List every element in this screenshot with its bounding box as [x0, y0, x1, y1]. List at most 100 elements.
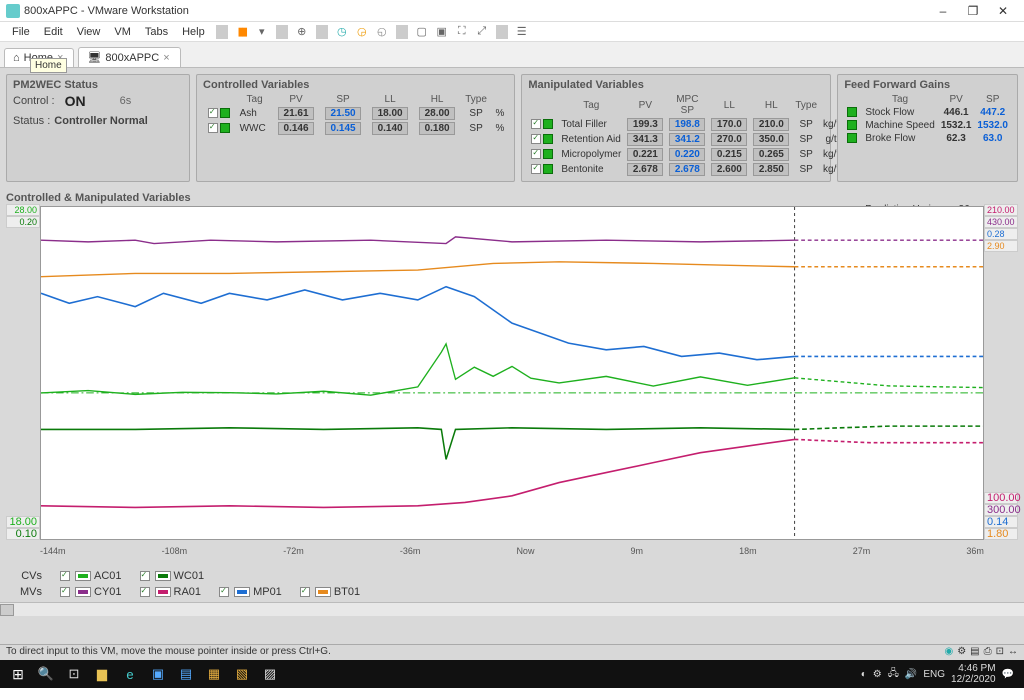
device-icon[interactable]: ⚙	[957, 646, 966, 657]
edge-icon[interactable]: e	[116, 662, 144, 686]
minimize-button[interactable]: –	[928, 2, 958, 20]
checkbox[interactable]	[531, 119, 541, 129]
table-row: Ash 21.61 21.50 18.0028.00SP%	[203, 106, 508, 121]
panel-title: PM2WEC Status	[13, 79, 183, 91]
vm-tabbar: ⌂ Home × 🖥 800xAPPC ×	[0, 42, 1024, 68]
status-lamp	[543, 149, 553, 159]
legend-item[interactable]: BT01	[300, 586, 360, 598]
start-button[interactable]: ⊞	[4, 662, 32, 686]
chart-canvas[interactable]	[40, 206, 984, 540]
table-row: Bentonite 2.678 2.678 2.6002.850SPkg/t	[528, 162, 842, 177]
vmware-titlebar: 800xAPPC - VMware Workstation – ❐ ✕	[0, 0, 1024, 22]
window-title: 800xAPPC - VMware Workstation	[24, 5, 928, 17]
home-icon: ⌂	[13, 52, 20, 64]
table-row: Micropolymer 0.221 0.220 0.2150.265SPkg/…	[528, 147, 842, 162]
status-lamp	[543, 119, 553, 129]
menu-edit[interactable]: Edit	[38, 24, 69, 40]
table-row: Total Filler 199.3 198.8 170.0210.0SPkg/…	[528, 117, 842, 132]
app-icon[interactable]: ▧	[228, 662, 256, 686]
menu-view[interactable]: View	[71, 24, 107, 40]
chart-title: Controlled & Manipulated Variables	[0, 188, 1024, 204]
status-lamp	[543, 164, 553, 174]
vmware-statusbar: To direct input to this VM, move the mou…	[0, 644, 1024, 660]
toolbar-icon[interactable]: ⊕	[293, 24, 311, 40]
fit-icon[interactable]: ▢	[413, 24, 431, 40]
snapshot-icon[interactable]: ◶	[353, 24, 371, 40]
legend-item[interactable]: MP01	[219, 586, 282, 598]
legend-item[interactable]: RA01	[140, 586, 202, 598]
controller-status: Controller Normal	[54, 115, 148, 127]
tab-vm[interactable]: 🖥 800xAPPC ×	[78, 47, 180, 67]
chart-legend: CVsAC01WC01 MVsCY01RA01MP01BT01	[0, 566, 1024, 602]
notifications-icon[interactable]: 💬	[1002, 669, 1014, 680]
explorer-icon[interactable]: ▆	[88, 662, 116, 686]
device-icon[interactable]: ↔	[1008, 646, 1018, 657]
menu-help[interactable]: Help	[176, 24, 211, 40]
volume-icon[interactable]: 🔊	[905, 669, 917, 680]
table-row: Machine Speed1532.11532.0	[844, 119, 1011, 132]
lang-indicator[interactable]: ENG	[923, 669, 945, 680]
checkbox[interactable]	[531, 134, 541, 144]
tray-icon[interactable]: ⚙	[873, 669, 882, 680]
ff-panel: Feed Forward Gains TagPVSP Stock Flow446…	[837, 74, 1018, 182]
tab-label: 800xAPPC	[105, 52, 159, 64]
cv-table: TagPVSPLLHLType Ash 21.61 21.50 18.0028.…	[203, 93, 508, 136]
table-row: Stock Flow446.1447.2	[844, 106, 1011, 119]
status-lamp	[543, 134, 553, 144]
vmware-menubar: File Edit View VM Tabs Help ▮▮ ▾ ⊕ ◷ ◶ ◵…	[0, 22, 1024, 42]
x-axis: -144m-108m-72m-36mNow9m18m27m36m	[40, 546, 984, 556]
menu-file[interactable]: File	[6, 24, 36, 40]
unity-icon[interactable]: ▣	[433, 24, 451, 40]
taskview-icon[interactable]: ⊡	[60, 662, 88, 686]
close-icon[interactable]: ×	[163, 52, 169, 64]
status-lamp	[220, 108, 230, 118]
mv-panel: Manipulated Variables TagPVMPC SPLLHLTyp…	[521, 74, 831, 182]
device-icon[interactable]: ▤	[970, 646, 979, 657]
windows-taskbar: ⊞ 🔍 ⊡ ▆ e ▣ ▤ ▦ ▧ ▨ ◐ ⚙ 🖧 🔊 ENG 4:46 PM1…	[0, 660, 1024, 688]
system-tray[interactable]: ◐ ⚙ 🖧 🔊 ENG 4:46 PM12/2/2020 💬	[855, 663, 1020, 685]
clock-icon[interactable]: ◷	[333, 24, 351, 40]
maximize-button[interactable]: ❐	[958, 2, 988, 20]
checkbox[interactable]	[208, 108, 218, 118]
app-icon	[6, 4, 20, 18]
network-icon[interactable]: 🖧	[888, 666, 899, 683]
legend-item[interactable]: WC01	[140, 570, 205, 582]
device-icon[interactable]: ⊡	[996, 646, 1004, 657]
menu-vm[interactable]: VM	[108, 24, 137, 40]
legend-item[interactable]: CY01	[60, 586, 122, 598]
checkbox[interactable]	[531, 164, 541, 174]
trend-chart: Prediction Horizon :36m Control Horizon …	[6, 206, 1018, 566]
ff-table: TagPVSP Stock Flow446.1447.2Machine Spee…	[844, 93, 1011, 145]
table-row: Broke Flow62.363.0	[844, 132, 1011, 145]
status-lamp	[847, 107, 857, 117]
checkbox[interactable]	[208, 123, 218, 133]
h-scrollbar[interactable]	[0, 602, 1024, 616]
search-icon[interactable]: 🔍	[32, 662, 60, 686]
expand-icon[interactable]: ⤢	[473, 24, 491, 40]
vm-icon: 🖥	[87, 51, 101, 64]
cv-panel: Controlled Variables TagPVSPLLHLType Ash…	[196, 74, 515, 182]
app-icon[interactable]: ▦	[200, 662, 228, 686]
status-lamp	[847, 133, 857, 143]
table-row: WWC 0.146 0.145 0.1400.180SP%	[203, 121, 508, 136]
table-row: Retention Aid 341.3 341.2 270.0350.0SPg/…	[528, 132, 842, 147]
pause-button[interactable]: ▮▮	[233, 24, 251, 40]
device-icon[interactable]: ⎙	[984, 646, 992, 657]
app-content: PM2WEC Status Control :ON6s Status :Cont…	[0, 68, 1024, 644]
menu-tabs[interactable]: Tabs	[139, 24, 174, 40]
fullscreen-icon[interactable]: ⛶	[453, 24, 471, 40]
tooltip: Home	[30, 58, 67, 73]
app-icon[interactable]: ▤	[172, 662, 200, 686]
dropdown-icon[interactable]: ▾	[253, 24, 271, 40]
device-icon[interactable]: ◉	[944, 646, 953, 657]
status-panel: PM2WEC Status Control :ON6s Status :Cont…	[6, 74, 190, 182]
tray-icon[interactable]: ◐	[861, 669, 867, 680]
mv-table: TagPVMPC SPLLHLType Total Filler 199.3 1…	[528, 93, 842, 177]
revert-icon[interactable]: ◵	[373, 24, 391, 40]
app-icon[interactable]: ▣	[144, 662, 172, 686]
checkbox[interactable]	[531, 149, 541, 159]
app-icon[interactable]: ▨	[256, 662, 284, 686]
close-button[interactable]: ✕	[988, 2, 1018, 20]
library-icon[interactable]: ☰	[513, 24, 531, 40]
legend-item[interactable]: AC01	[60, 570, 122, 582]
